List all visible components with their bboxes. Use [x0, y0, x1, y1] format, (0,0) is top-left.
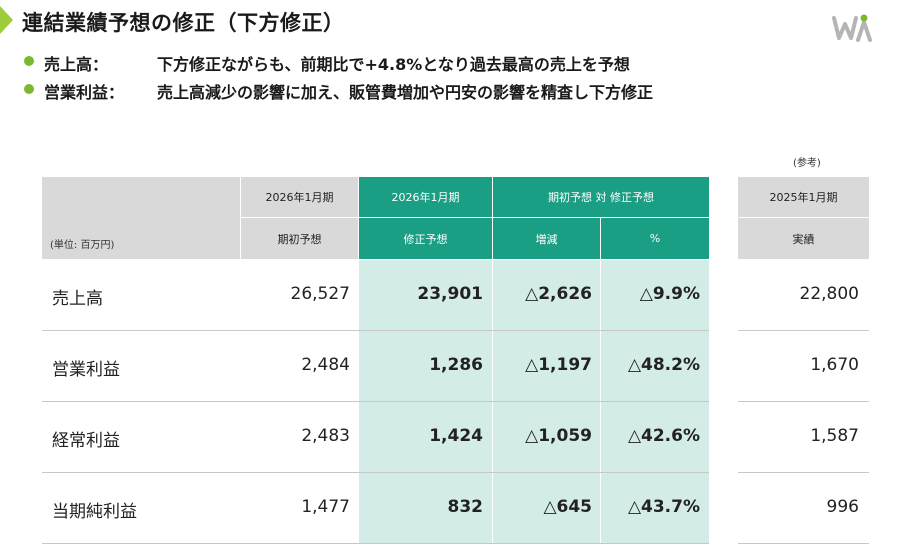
row-label: 営業利益: [52, 360, 120, 380]
revised-value: 23,901: [417, 284, 483, 304]
unit-label: (単位: 百万円): [50, 240, 115, 251]
percent-value: △9.9%: [639, 284, 700, 304]
row-label: 当期純利益: [52, 502, 137, 522]
column-divider: [600, 260, 601, 544]
row-divider: [738, 330, 869, 331]
highlight-band: [359, 260, 709, 544]
header-initial-period: 2026年1月期: [241, 177, 358, 217]
bullet-dot-icon: [24, 56, 34, 66]
initial-value: 2,483: [301, 426, 350, 446]
row-divider: [42, 330, 709, 331]
change-value: △1,059: [525, 426, 592, 446]
bullet-dot-icon: [24, 84, 34, 94]
row-divider: [42, 472, 709, 473]
row-divider: [738, 472, 869, 473]
prev-actual-value: 1,670: [810, 355, 859, 375]
column-divider: [492, 260, 493, 544]
prev-actual-value: 996: [826, 497, 859, 517]
header-revised-period: 2026年1月期: [359, 177, 492, 217]
bullet-label: 売上高：: [44, 55, 109, 74]
bullet-text: 下方修正ながらも、前期比で+4.8%となり過去最高の売上を予想: [157, 55, 630, 74]
percent-value: △48.2%: [627, 355, 700, 375]
header-initial-forecast: 期初予想: [241, 218, 358, 259]
initial-value: 26,527: [290, 284, 350, 304]
header-percent: %: [601, 218, 709, 259]
row-label: 売上高: [52, 289, 103, 309]
header-comparison: 期初予想 対 修正予想: [493, 177, 709, 217]
header-revised-forecast: 修正予想: [359, 218, 492, 259]
header-prev-period: 2025年1月期: [738, 177, 869, 217]
title-arrow-icon: [0, 6, 13, 34]
row-divider: [738, 543, 869, 544]
percent-value: △42.6%: [627, 426, 700, 446]
revised-value: 832: [447, 497, 484, 517]
revised-value: 1,286: [429, 355, 483, 375]
change-value: △2,626: [525, 284, 592, 304]
revised-value: 1,424: [429, 426, 483, 446]
header-change: 増減: [493, 218, 600, 259]
company-logo-icon: [832, 14, 872, 42]
row-divider: [42, 543, 709, 544]
row-label: 経常利益: [52, 431, 120, 451]
bullet-text: 売上高減少の影響に加え、販管費増加や円安の影響を精査し下方修正: [157, 83, 654, 102]
initial-value: 2,484: [301, 355, 350, 375]
initial-value: 1,477: [301, 497, 350, 517]
row-divider: [42, 401, 709, 402]
prev-actual-value: 1,587: [810, 426, 859, 446]
change-value: △645: [543, 497, 592, 517]
row-divider: [738, 401, 869, 402]
page-title: 連結業績予想の修正（下方修正）: [22, 11, 345, 35]
percent-value: △43.7%: [627, 497, 700, 517]
reference-note: (参考): [793, 158, 821, 169]
header-actual: 実績: [738, 218, 869, 259]
prev-actual-value: 22,800: [799, 284, 859, 304]
header-unit-cell: [42, 177, 240, 259]
change-value: △1,197: [525, 355, 592, 375]
bullet-label: 営業利益：: [44, 83, 125, 102]
